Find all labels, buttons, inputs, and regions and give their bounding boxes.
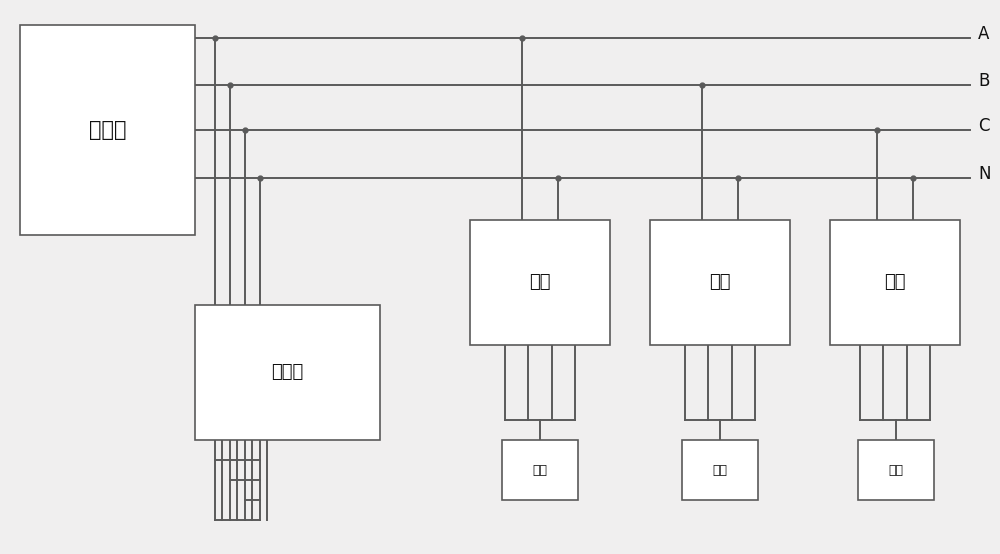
- Text: B: B: [978, 72, 989, 90]
- Text: C: C: [978, 117, 990, 135]
- Bar: [682, 440, 758, 500]
- Bar: [502, 440, 578, 500]
- Text: 电表: 电表: [709, 274, 731, 291]
- Text: 负载: 负载: [712, 464, 728, 476]
- Bar: [20, 25, 195, 235]
- Bar: [470, 220, 610, 345]
- Text: N: N: [978, 165, 990, 183]
- Bar: [195, 305, 380, 440]
- Text: 变压器: 变压器: [89, 120, 126, 140]
- Text: 集中器: 集中器: [271, 363, 304, 382]
- Bar: [830, 220, 960, 345]
- Text: 电表: 电表: [529, 274, 551, 291]
- Bar: [858, 440, 934, 500]
- Text: 负载: 负载: [889, 464, 904, 476]
- Text: 电表: 电表: [884, 274, 906, 291]
- Text: 负载: 负载: [532, 464, 548, 476]
- Text: A: A: [978, 25, 989, 43]
- Bar: [650, 220, 790, 345]
